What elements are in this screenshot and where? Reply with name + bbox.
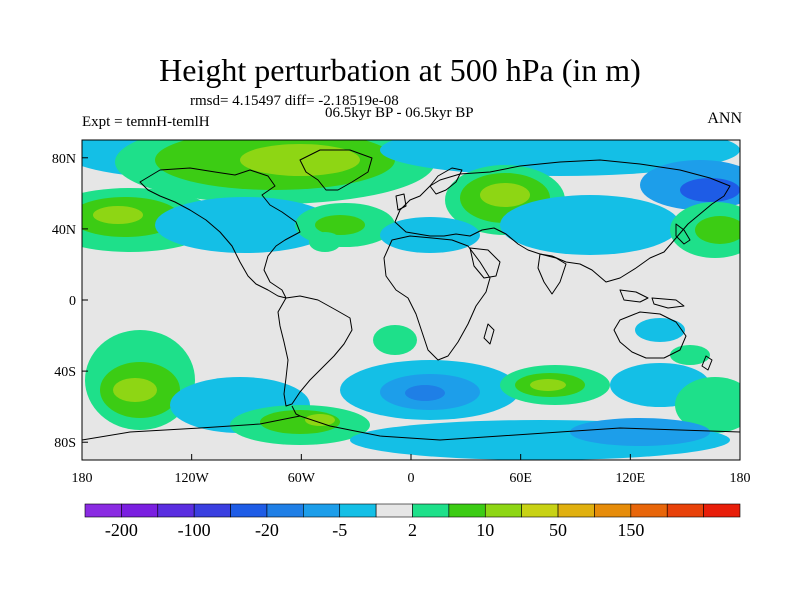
colorbar-label: 50 (549, 520, 567, 540)
colorbar-label: -20 (255, 520, 279, 540)
map-axis-ticks: 180 120W 60W 0 60E 120E 180 80N 40N 0 40S 80S (52, 152, 751, 486)
colorbar-label: 10 (476, 520, 494, 540)
colorbar-swatch (703, 503, 741, 518)
colorbar-swatch (375, 503, 413, 518)
period-label: 06.5kyr BP - 06.5kyr BP (325, 105, 474, 121)
experiment-label: Expt = temnH-temlH (82, 114, 210, 130)
colorbar-swatch (557, 503, 595, 518)
x-tick-label: 0 (408, 471, 415, 486)
season-label: ANN (707, 110, 742, 127)
y-tick-label: 0 (69, 294, 76, 309)
colorbar-swatch (630, 503, 668, 518)
colorbar-swatch (230, 503, 268, 518)
contour-fills (82, 140, 740, 460)
coastlines (82, 149, 740, 441)
colorbar-swatch (594, 503, 632, 518)
colorbar: -200 -100 -20 -5 2 10 50 150 (84, 503, 741, 540)
colorbar-label: -200 (105, 520, 138, 540)
x-tick-label: 120E (616, 471, 646, 486)
colorbar-swatch (193, 503, 231, 518)
colorbar-label: -5 (332, 520, 347, 540)
x-tick-label: 180 (730, 471, 751, 486)
rmsd-text: rmsd= 4.15497 diff= -2.18519e-08 (190, 93, 399, 109)
colorbar-swatch (266, 503, 304, 518)
map-plot-area: 180 120W 60W 0 60E 120E 180 80N 40N 0 40S 80S (52, 139, 751, 486)
colorbar-swatch (157, 503, 195, 518)
y-tick-label: 40S (54, 365, 76, 380)
x-tick-label: 180 (72, 471, 93, 486)
y-tick-label: 80N (52, 152, 76, 167)
colorbar-swatch (339, 503, 377, 518)
colorbar-swatch (521, 503, 559, 518)
x-tick-label: 60W (288, 471, 316, 486)
y-tick-label: 80S (54, 436, 76, 451)
colorbar-label: 2 (408, 520, 417, 540)
x-tick-label: 60E (509, 471, 532, 486)
colorbar-label: 150 (617, 520, 644, 540)
colorbar-label: -100 (178, 520, 211, 540)
x-tick-label: 120W (175, 471, 210, 486)
colorbar-swatch (412, 503, 450, 518)
y-tick-label: 40N (52, 223, 76, 238)
colorbar-swatch (484, 503, 522, 518)
colorbar-swatch (84, 503, 122, 518)
colorbar-swatch (666, 503, 704, 518)
colorbar-swatch (303, 503, 341, 518)
plot-title: Height perturbation at 500 hPa (in m) (159, 52, 641, 88)
colorbar-swatch (121, 503, 159, 518)
colorbar-swatch (448, 503, 486, 518)
